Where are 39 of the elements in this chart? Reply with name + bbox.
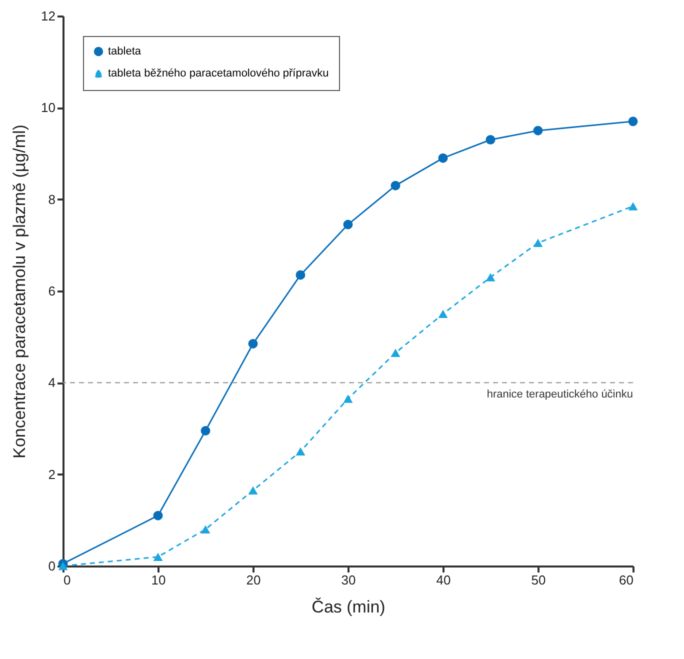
point [153,510,163,520]
y-tick-label: 0 [48,558,56,574]
point [343,220,353,230]
x-axis-title: Čas (min) [312,598,386,616]
point [296,447,306,456]
ref-line-label: hranice terapeutického účinku [486,388,633,401]
point [390,180,400,190]
y-tick-label: 4 [48,375,56,390]
point [486,135,496,144]
point [438,310,448,318]
y-tick-label: 8 [48,192,56,207]
legend-label: tableta běžného paracetamolového přípravku [108,68,329,80]
x-tick-label: 30 [341,572,356,588]
x-tick-label: 40 [436,572,451,588]
y-tick-label: 10 [41,100,56,116]
x-tick-label: 20 [246,572,261,588]
legend-label: tableta [108,46,142,58]
point [390,348,400,357]
point [200,426,210,436]
point [248,486,258,494]
point [296,270,306,280]
y-tick-label: 12 [41,8,56,24]
point [486,273,496,282]
y-tick-label: 2 [48,466,56,482]
point [438,153,448,163]
point [248,338,258,348]
x-tick-label: 0 [64,572,71,588]
point [343,394,353,403]
point [628,116,638,126]
y-tick-label: 6 [48,284,56,298]
y-axis-title: Koncentrace paracetamolu v plazmě (µg/ml) [10,124,30,458]
point [153,552,163,561]
point [628,202,638,210]
x-tick-label: 10 [151,572,166,588]
point [533,238,543,247]
point [533,126,543,136]
x-tick-label: 60 [619,572,634,588]
point [200,525,210,534]
x-tick-label: 50 [531,572,546,588]
